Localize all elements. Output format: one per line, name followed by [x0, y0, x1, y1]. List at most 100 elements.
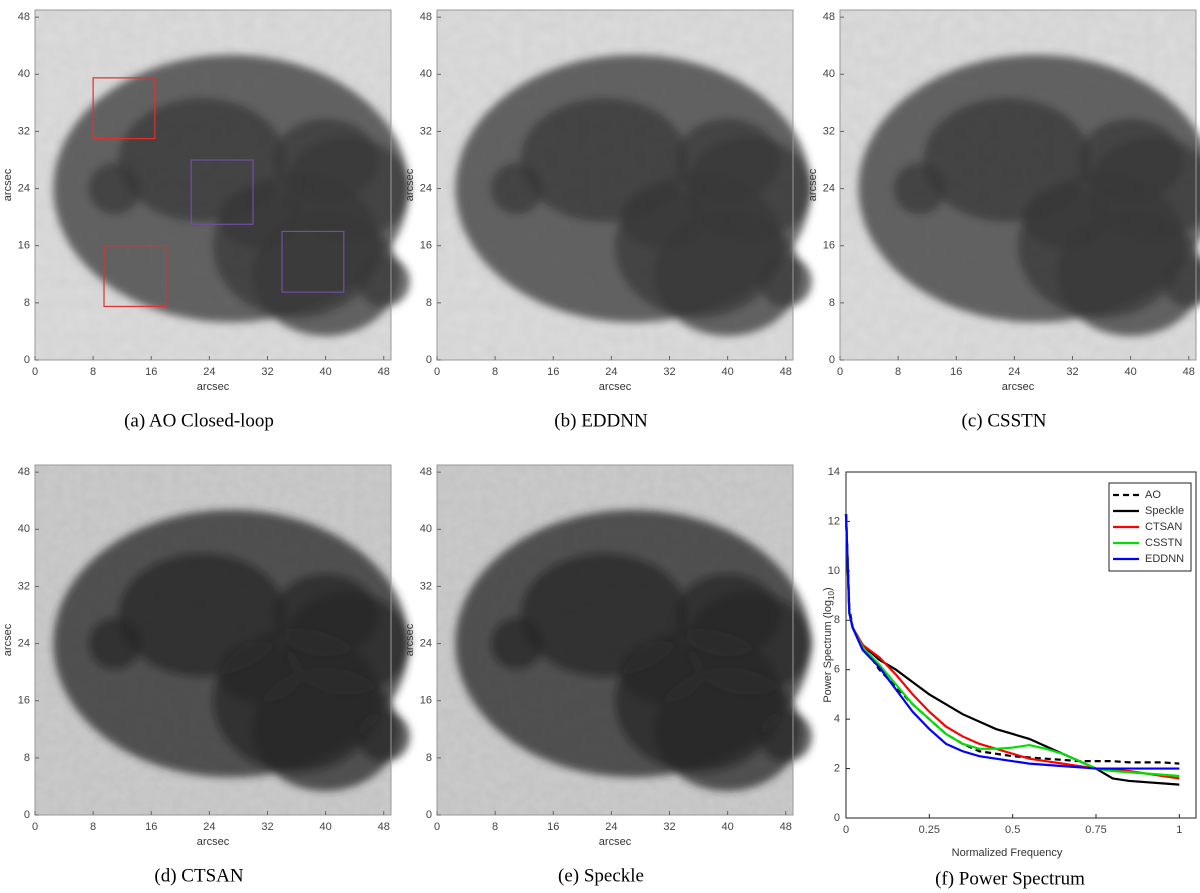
sunspot: [218, 641, 303, 704]
y-tick-label: 8: [24, 297, 30, 309]
x-tick-label: 16: [145, 366, 157, 378]
sunspot: [357, 710, 410, 763]
y-tick-label: 48: [18, 11, 30, 23]
sunspot-group: [53, 54, 411, 336]
x-tick-label: 32: [261, 366, 273, 378]
sunspot: [1057, 212, 1200, 336]
sunspot: [675, 118, 780, 202]
y-tick-label: 32: [420, 580, 432, 592]
sunspot: [273, 573, 378, 657]
sunspot: [490, 162, 544, 215]
caption: (a) AO Closed-loop: [124, 410, 274, 431]
sunspot: [490, 617, 544, 670]
y-tick-label: 8: [426, 297, 432, 309]
sunspot: [620, 186, 705, 248]
sunspot: [1023, 186, 1108, 248]
x-tick-label: 40: [721, 821, 733, 833]
y-tick-label: 24: [823, 182, 835, 194]
region-box: [92, 77, 156, 140]
x-tick-label: 24: [605, 821, 617, 833]
x-tick-label: 0: [843, 824, 849, 836]
axes-frame: [436, 9, 794, 361]
x-axis-label: arcsec: [1002, 381, 1035, 393]
x-tick-label: 24: [203, 366, 215, 378]
y-tick-label: 40: [18, 68, 30, 80]
y-tick-label: 48: [823, 11, 835, 23]
y-tick-label: 16: [823, 240, 835, 252]
x-tick-label: 40: [319, 821, 331, 833]
y-tick-label: 14: [828, 466, 840, 478]
y-tick-label: 6: [834, 664, 840, 676]
region-box: [103, 245, 167, 308]
sunspot: [654, 667, 801, 791]
axes-frame: [436, 464, 794, 816]
caption: (d) CTSAN: [154, 865, 243, 886]
x-tick-label: 40: [1124, 366, 1136, 378]
x-tick-label: 8: [90, 821, 96, 833]
x-tick-label: 40: [319, 366, 331, 378]
sunspot: [1078, 118, 1183, 202]
x-tick-label: 8: [895, 366, 901, 378]
y-tick-label: 32: [420, 125, 432, 137]
y-axis-label: arcsec: [404, 623, 416, 656]
x-tick-label: 16: [145, 821, 157, 833]
y-tick-label: 16: [18, 240, 30, 252]
legend-label: AO: [1145, 489, 1161, 501]
x-axis-label: arcsec: [599, 836, 632, 848]
sunspot: [357, 255, 410, 308]
y-tick-label: 10: [828, 565, 840, 577]
y-tick-label: 24: [420, 182, 432, 194]
y-tick-label: 8: [426, 752, 432, 764]
caption: (f) Power Spectrum: [935, 868, 1085, 889]
y-tick-label: 2: [834, 762, 840, 774]
series-line: [844, 513, 1180, 786]
x-tick-label: 0.5: [1005, 824, 1020, 836]
y-tick-label: 8: [834, 614, 840, 626]
sunspot: [620, 641, 705, 704]
y-tick-label: 24: [18, 182, 30, 194]
x-tick-label: 48: [378, 821, 390, 833]
legend-label: EDDNN: [1145, 553, 1184, 565]
x-tick-label: 48: [378, 366, 390, 378]
y-axis-label: Power Spectrum (log10): [822, 587, 836, 702]
legend-label: CSSTN: [1145, 537, 1182, 549]
y-tick-label: 0: [24, 809, 30, 821]
x-axis-label: arcsec: [197, 836, 230, 848]
sunspot: [88, 617, 142, 670]
y-tick-label: 0: [426, 354, 432, 366]
x-tick-label: 0: [32, 366, 38, 378]
y-tick-label: 4: [834, 713, 840, 725]
y-tick-label: 32: [823, 125, 835, 137]
y-tick-label: 48: [420, 466, 432, 478]
x-tick-label: 8: [90, 366, 96, 378]
image-panel: 0 8 16 24 32 40 48 0 8 16 24 32 40 48 arcsec arcsec (a) …: [2, 9, 411, 431]
x-tick-label: 1: [1176, 824, 1182, 836]
series-line: [844, 513, 1180, 770]
y-axis-label-part: Power Spectrum (log: [822, 600, 834, 703]
image-panel: 0 8 16 24 32 40 48 0 8 16 24 32 40 48 arcsec arcsec (e) …: [404, 464, 813, 886]
x-tick-label: 8: [492, 366, 498, 378]
caption: (c) CSSTN: [962, 410, 1047, 431]
legend-label: CTSAN: [1145, 521, 1182, 533]
x-tick-label: 0: [32, 821, 38, 833]
x-tick-label: 0.25: [919, 824, 940, 836]
y-tick-label: 48: [18, 466, 30, 478]
x-tick-label: 48: [1183, 366, 1195, 378]
x-tick-label: 32: [1066, 366, 1078, 378]
sunspot: [759, 710, 812, 763]
region-box: [281, 230, 345, 293]
sunspot: [893, 162, 947, 215]
y-tick-label: 12: [828, 515, 840, 527]
x-tick-label: 48: [780, 821, 792, 833]
region-box: [190, 159, 254, 225]
y-tick-label: 0: [829, 354, 835, 366]
axes-frame: [839, 9, 1197, 361]
x-tick-label: 32: [663, 366, 675, 378]
y-tick-label: 24: [18, 637, 30, 649]
sunspot: [218, 186, 303, 248]
x-tick-label: 16: [950, 366, 962, 378]
sunspot-group: [53, 509, 411, 791]
sunspot-group: [455, 54, 813, 336]
x-tick-label: 0: [434, 821, 440, 833]
